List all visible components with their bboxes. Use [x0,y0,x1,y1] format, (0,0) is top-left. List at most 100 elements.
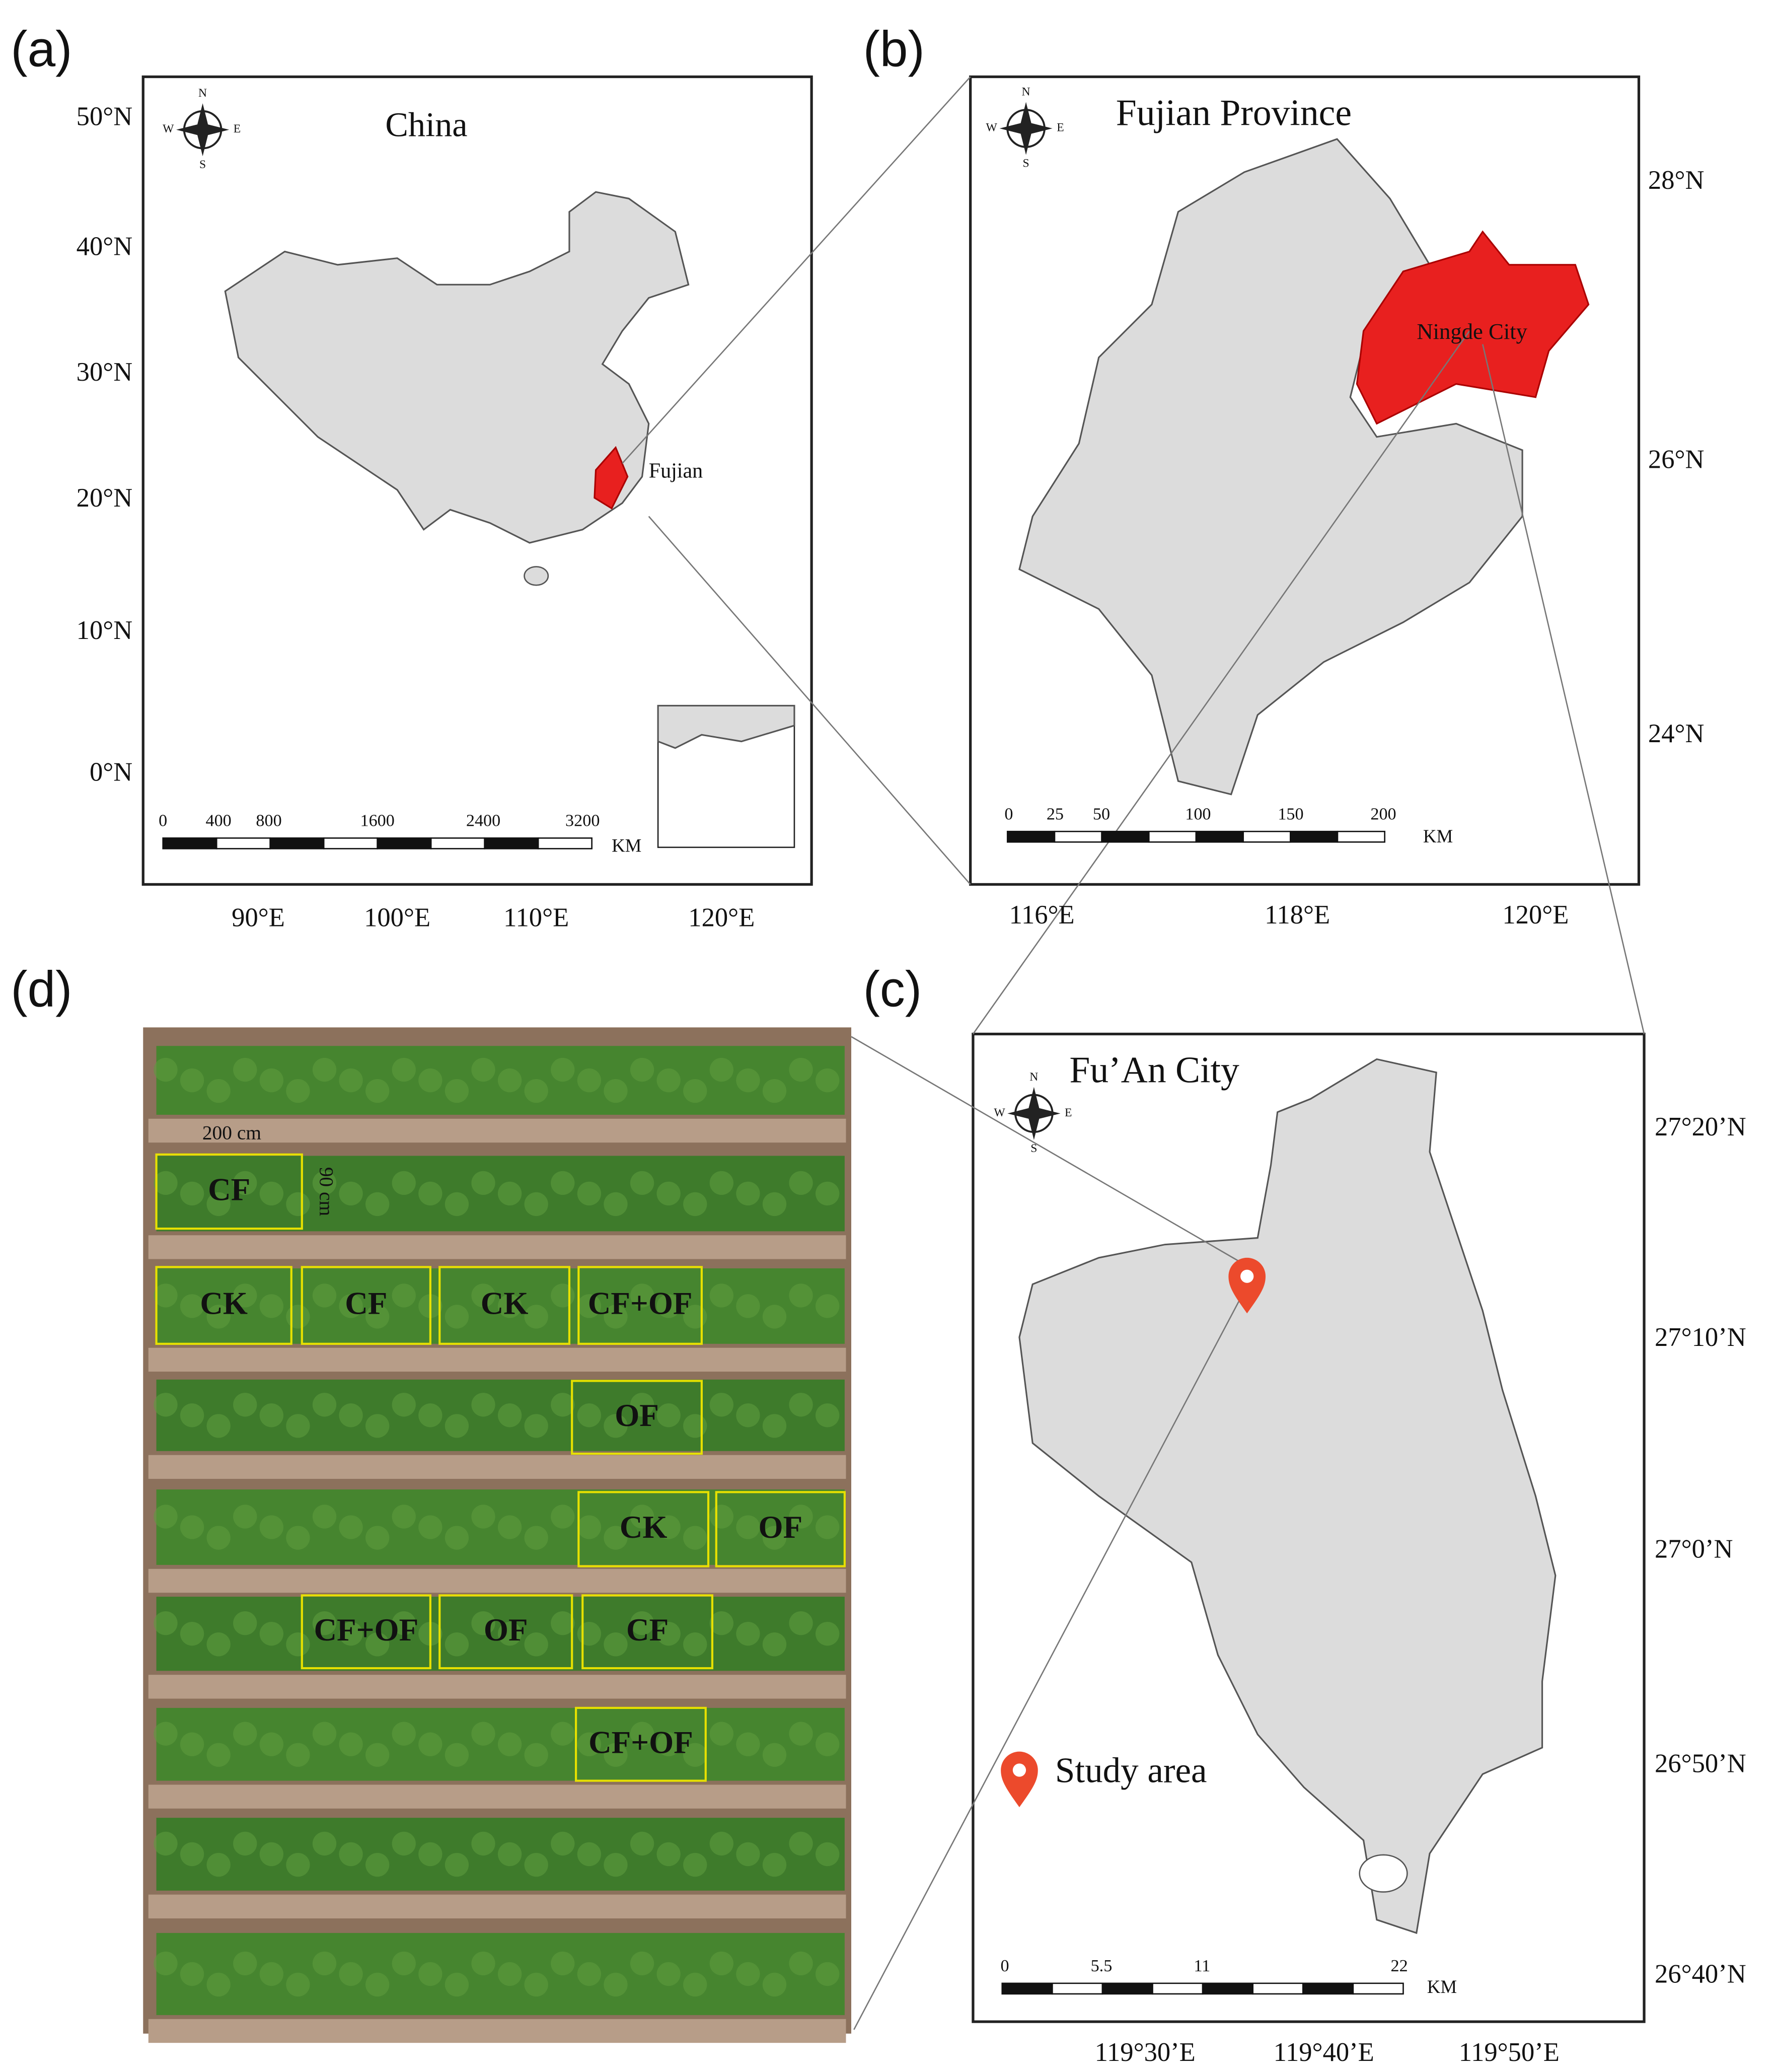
foliage [551,1722,575,1746]
foliage [551,1831,575,1856]
foliage [445,1079,469,1103]
longitude-label: 119°40’E [1274,2038,1374,2067]
foliage [154,1283,178,1308]
foliage [604,1972,628,1997]
pin-dot [1012,1763,1026,1777]
foliage [471,1283,495,1308]
foliage [630,1611,654,1635]
foliage [233,1171,257,1195]
plot-label: CF [208,1172,250,1207]
scale-label: 400 [206,812,232,830]
foliage [497,1962,522,1986]
scale-label: 100 [1185,805,1211,824]
latitude-label: 24°N [1648,719,1705,748]
path-strip [148,1235,846,1259]
foliage [233,1611,257,1635]
foliage [816,1403,840,1427]
path-strip [148,1784,846,1809]
scale-segment [377,837,432,849]
foliage [683,1972,707,1997]
foliage [180,1732,204,1756]
foliage [762,1305,787,1329]
foliage [762,1852,787,1877]
scale-segment [1202,1982,1254,1995]
longitude-label: 116°E [1009,900,1075,930]
foliage [524,1852,548,1877]
foliage [339,1515,363,1539]
foliage [630,1171,654,1195]
scale-segment [269,837,325,849]
plot-label: CF [626,1612,669,1648]
plot-box [574,1706,707,1782]
foliage [445,1414,469,1438]
scale-label: 11 [1194,1957,1210,1975]
foliage [471,1951,495,1976]
latitude-label: 26°40’N [1655,1960,1746,1989]
panel-label: (a) [11,22,72,78]
scale-segment [1352,1982,1404,1995]
foliage [445,1632,469,1657]
plot-label: CF+OF [314,1612,418,1648]
foliage [180,1294,204,1318]
latitude-label: 30°N [77,358,133,387]
plot-label: CK [200,1286,248,1321]
foliage [154,1505,178,1529]
foliage [497,1403,522,1427]
foliage [577,1962,602,1986]
scale-segment [1302,1982,1354,1995]
foliage [762,1972,787,1997]
foliage [312,1831,337,1856]
compass-e: E [1065,1106,1072,1119]
inset-land [657,704,795,749]
foliage [312,1722,337,1746]
scale-segment [1195,830,1244,843]
foliage [551,1283,575,1308]
foliage [233,1951,257,1976]
scale-label: 1600 [360,812,395,830]
foliage [339,1068,363,1093]
scale-segment [1337,830,1385,843]
scale-segment [1054,830,1102,843]
foliage [789,1611,813,1635]
foliage [577,1842,602,1867]
foliage [630,1057,654,1082]
foliage [259,1622,283,1646]
foliage [604,1305,628,1329]
plot-box [577,1266,703,1345]
foliage [551,1951,575,1976]
plot-label: CK [481,1286,529,1321]
foliage [630,1505,654,1529]
foliage [312,1505,337,1529]
foliage [286,1192,310,1217]
foliage [233,1505,257,1529]
foliage [206,1852,231,1877]
foliage [789,1393,813,1417]
plot-box [301,1594,431,1670]
foliage [259,1068,283,1093]
dimension-label: 200 cm [202,1121,262,1144]
foliage [789,1831,813,1856]
latitude-label: 28°N [1648,166,1705,195]
foliage [286,1852,310,1877]
scale-segment [1152,1982,1204,1995]
connector [648,516,971,885]
foliage [551,1171,575,1195]
foliage [709,1171,733,1195]
foliage [259,1962,283,1986]
plot-label: CF [345,1286,387,1321]
compass-star [176,103,230,157]
foliage [286,1972,310,1997]
foliage [286,1526,310,1550]
foliage [709,1505,733,1529]
compass-s: S [1023,157,1029,170]
foliage [604,1632,628,1657]
foliage [524,1972,548,1997]
foliage [259,1294,283,1318]
foliage [762,1079,787,1103]
foliage [206,1972,231,1997]
path-strip [148,1568,846,1593]
foliage [471,1611,495,1635]
foliage [471,1057,495,1082]
foliage [154,1722,178,1746]
path-strip [148,2019,846,2043]
